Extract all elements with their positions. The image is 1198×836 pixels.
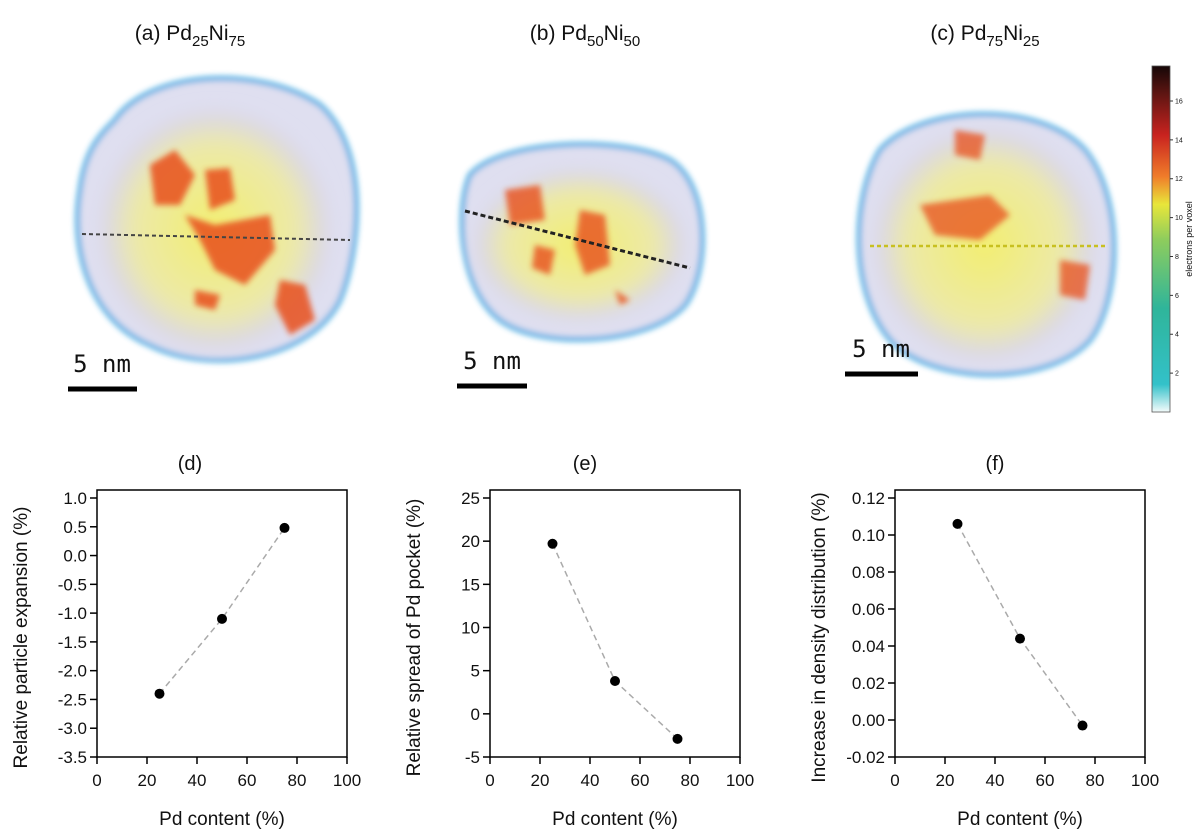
chart-title: (d)	[178, 453, 202, 475]
colorbar-tick-label: 6	[1175, 293, 1179, 300]
x-tick-label: 100	[1131, 771, 1159, 790]
x-tick-label: 20	[138, 771, 157, 790]
x-tick-label: 80	[288, 771, 307, 790]
x-tick-label: 80	[1086, 771, 1105, 790]
colorbar-tick-label: 14	[1175, 137, 1183, 144]
x-axis-label: Pd content (%)	[957, 809, 1083, 830]
data-point	[952, 518, 963, 529]
chart-title: (f)	[986, 453, 1005, 475]
y-tick-label: 15	[461, 575, 480, 594]
x-tick-label: 80	[681, 771, 700, 790]
title-part: Ni	[1003, 22, 1023, 45]
title-part: 75	[229, 33, 246, 50]
y-tick-label: 20	[461, 532, 480, 551]
title-part: 50	[624, 33, 641, 50]
x-tick-label: 0	[485, 771, 494, 790]
title-part: 50	[587, 33, 604, 50]
data-point	[1077, 720, 1088, 731]
x-tick-label: 40	[581, 771, 600, 790]
colorbar-tick-label: 8	[1175, 254, 1179, 261]
plot-frame	[96, 489, 348, 758]
scale-bar-label: 5 nm	[852, 335, 910, 363]
y-tick-label: 0.06	[852, 600, 885, 619]
panel-title: (c) Pd75Ni25	[930, 22, 1039, 50]
y-tick-label: 10	[461, 619, 480, 638]
particle-render	[68, 75, 359, 392]
title-part: 75	[986, 33, 1003, 50]
title-part: (b) Pd	[530, 22, 587, 45]
scale-bar-label: 5 nm	[463, 347, 521, 375]
data-point	[1015, 633, 1025, 644]
x-tick-label: 100	[726, 771, 754, 790]
y-tick-label: -3.0	[58, 719, 87, 738]
scale-bar-label: 5 nm	[73, 350, 131, 378]
data-point	[279, 522, 290, 533]
y-tick-label: 0.02	[852, 674, 885, 693]
y-tick-label: -2.5	[58, 690, 87, 709]
plot-frame	[894, 489, 1146, 758]
y-axis-label: Increase in density distribution (%)	[809, 492, 830, 782]
connector-line	[956, 523, 1084, 726]
x-tick-label: 100	[333, 771, 361, 790]
y-tick-label: 0.08	[852, 563, 885, 582]
x-axis-label: Pd content (%)	[552, 809, 678, 830]
y-tick-label: 25	[461, 489, 480, 508]
y-axis-label: Relative particle expansion (%)	[11, 507, 32, 769]
x-tick-label: 0	[92, 771, 101, 790]
particle-render	[457, 141, 705, 389]
y-tick-label: 0.0	[63, 547, 87, 566]
y-axis-label: Relative spread of Pd pocket (%)	[404, 499, 425, 777]
y-tick-label: -2.0	[58, 662, 87, 681]
y-tick-label: -1.5	[58, 633, 87, 652]
y-tick-label: 5	[471, 662, 480, 681]
title-part: (c) Pd	[930, 22, 986, 45]
data-point	[217, 613, 227, 624]
y-tick-label: 0.10	[852, 526, 885, 545]
colorbar-tick-label: 2	[1175, 371, 1179, 378]
y-tick-label: 1.0	[63, 489, 87, 508]
title-part: 25	[1023, 33, 1040, 50]
x-tick-label: 60	[238, 771, 257, 790]
chart-title: (e)	[573, 453, 597, 475]
title-part: 25	[192, 33, 209, 50]
y-tick-label: 0	[471, 705, 480, 724]
colorbar-tick-label: 16	[1175, 98, 1183, 105]
data-point	[672, 733, 683, 744]
title-part: Ni	[604, 22, 624, 45]
x-tick-label: 40	[986, 771, 1005, 790]
colorbar-label: electrons per voxel	[1184, 201, 1194, 277]
title-part: Ni	[209, 22, 229, 45]
colorbar	[1151, 65, 1171, 413]
title-part: (a) Pd	[135, 22, 192, 45]
particle-render	[845, 111, 1117, 377]
x-tick-label: 0	[890, 771, 899, 790]
x-tick-label: 40	[188, 771, 207, 790]
y-tick-label: -5	[465, 748, 480, 767]
connector-line	[158, 527, 286, 695]
colorbar-tick-label: 4	[1175, 332, 1179, 339]
y-tick-label: -3.5	[58, 748, 87, 767]
x-tick-label: 20	[531, 771, 550, 790]
x-tick-label: 20	[936, 771, 955, 790]
plot-frame	[489, 489, 741, 758]
y-tick-label: 0.00	[852, 711, 885, 730]
x-tick-label: 60	[631, 771, 650, 790]
panel-title: (b) Pd50Ni50	[530, 22, 640, 50]
data-point	[154, 688, 165, 699]
y-tick-label: -0.02	[846, 748, 885, 767]
colorbar-tick-label: 10	[1175, 215, 1183, 222]
y-tick-label: -1.0	[58, 604, 87, 623]
y-tick-label: 0.04	[852, 637, 885, 656]
x-tick-label: 60	[1036, 771, 1055, 790]
colorbar-tick-label: 12	[1175, 176, 1183, 183]
data-point	[547, 538, 558, 549]
y-tick-label: -0.5	[58, 575, 87, 594]
y-tick-label: 0.12	[852, 489, 885, 508]
connector-line	[551, 543, 679, 740]
data-point	[610, 676, 620, 687]
y-tick-label: 0.5	[63, 518, 87, 537]
panel-title: (a) Pd25Ni75	[135, 22, 245, 50]
x-axis-label: Pd content (%)	[159, 809, 285, 830]
